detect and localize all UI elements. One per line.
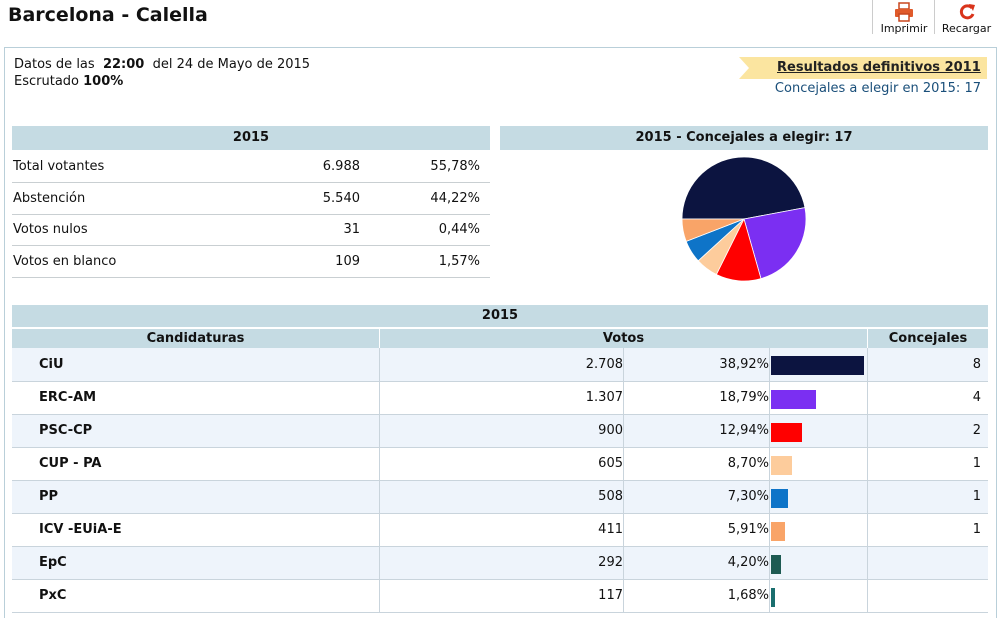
candidate-name: ICV -EUiA-E	[12, 513, 380, 546]
candidate-bar	[771, 554, 782, 574]
candidate-concejales: 4	[972, 390, 981, 405]
summary-header: 2015	[12, 126, 490, 150]
candidate-bar-cell	[769, 513, 868, 546]
candidate-concejales	[868, 579, 989, 612]
candidate-name: CUP - PA	[12, 447, 380, 480]
candidate-votes: 292	[379, 546, 624, 579]
candidate-bar-cell	[769, 579, 868, 612]
pie-slice	[681, 156, 806, 220]
candidate-bar-cell	[769, 348, 868, 381]
seats-pie-chart	[681, 156, 807, 282]
candidate-bar-cell	[769, 447, 868, 480]
candidate-pct: 38,92%	[623, 348, 770, 381]
candidate-concejales: 2	[972, 423, 981, 438]
candidate-pct: 8,70%	[623, 447, 770, 480]
candidate-votes: 411	[379, 513, 624, 546]
summary-pct: 0,44%	[438, 222, 480, 238]
col-concejales: Concejales	[888, 331, 968, 346]
col-candidaturas: Candidaturas	[12, 328, 380, 348]
candidate-row: EpC 292 4,20%	[12, 546, 988, 579]
candidate-votes: 117	[379, 579, 624, 612]
candidate-votes: 2.708	[379, 348, 624, 381]
candidate-bar	[771, 389, 816, 409]
candidate-row: PSC-CP 900 12,94% 2	[12, 414, 988, 447]
results-header: 2015	[12, 305, 988, 328]
summary-value: 109	[335, 254, 360, 270]
summary-row: Total votantes 6.988 55,78%	[12, 151, 490, 183]
candidate-pct: 7,30%	[623, 480, 770, 513]
candidate-bar-cell	[769, 414, 868, 447]
summary-row: Abstención 5.540 44,22%	[12, 183, 490, 215]
candidate-bar	[771, 488, 789, 508]
candidate-pct: 5,91%	[623, 513, 770, 546]
candidate-row: PP 508 7,30% 1	[12, 480, 988, 513]
candidate-pct: 12,94%	[623, 414, 770, 447]
candidate-row: ICV -EUiA-E 411 5,91% 1	[12, 513, 988, 546]
scrutiny-info: Datos de las 22:00 del 24 de Mayo de 201…	[14, 56, 310, 90]
summary-label: Total votantes	[13, 159, 105, 174]
summary-row: Votos en blanco 109 1,57%	[12, 246, 490, 279]
candidate-bar	[771, 587, 775, 607]
candidate-concejales	[868, 546, 989, 579]
candidate-row: ERC-AM 1.307 18,79% 4	[12, 381, 988, 414]
results-table: 2015 Candidaturas Votos Concejales CiU 2…	[12, 305, 988, 613]
summary-pct: 1,57%	[438, 254, 480, 270]
candidate-pct: 18,79%	[623, 381, 770, 414]
data-time: 22:00	[102, 57, 145, 72]
candidate-name: PP	[12, 480, 380, 513]
candidate-name: EpC	[12, 546, 380, 579]
printer-icon	[895, 2, 913, 22]
candidate-name: PxC	[12, 579, 380, 612]
candidate-bar	[771, 356, 864, 375]
summary-pct: 55,78%	[430, 159, 480, 174]
candidate-bar-cell	[769, 480, 868, 513]
summary-value: 31	[343, 222, 360, 238]
candidate-votes: 508	[379, 480, 624, 513]
candidate-bar	[771, 422, 802, 442]
candidate-row: CiU 2.708 38,92% 8	[12, 348, 988, 381]
summary-label: Abstención	[13, 190, 86, 206]
summary-label: Votos en blanco	[13, 254, 117, 270]
escrutado-value: 100%	[83, 74, 124, 89]
summary-value: 5.540	[322, 190, 360, 206]
pie-slice	[681, 218, 745, 242]
pie-slice	[743, 207, 807, 280]
concejales-a-elegir: Concejales a elegir en 2015: 17	[774, 81, 981, 96]
candidate-row: PxC 117 1,68%	[12, 579, 988, 612]
reload-label: Recargar	[941, 22, 992, 35]
escrutado-label: Escrutado	[14, 74, 79, 89]
summary-pct: 44,22%	[430, 190, 480, 206]
reload-icon	[959, 4, 975, 20]
candidate-name: ERC-AM	[12, 381, 380, 414]
summary-value: 6.988	[322, 159, 360, 174]
candidate-pct: 4,20%	[623, 546, 770, 579]
resultados-2011-label: Resultados definitivos 2011	[777, 60, 981, 75]
reload-button[interactable]: Recargar	[934, 0, 997, 35]
candidate-bar	[771, 521, 786, 541]
print-label: Imprimir	[880, 22, 928, 35]
summary-label: Votos nulos	[13, 222, 88, 238]
candidate-concejales: 1	[972, 456, 981, 471]
candidate-concejales: 1	[972, 489, 981, 504]
candidate-name: PSC-CP	[12, 414, 380, 447]
candidate-concejales: 1	[972, 522, 981, 537]
candidate-bar	[771, 455, 792, 475]
candidate-votes: 900	[379, 414, 624, 447]
resultados-2011-link[interactable]: Resultados definitivos 2011	[739, 57, 987, 79]
candidate-row: CUP - PA 605 8,70% 1	[12, 447, 988, 480]
candidate-votes: 1.307	[379, 381, 624, 414]
candidate-concejales: 8	[972, 356, 981, 372]
candidate-bar-cell	[769, 546, 868, 579]
pie-header: 2015 - Concejales a elegir: 17	[500, 126, 988, 150]
data-date: del 24 de Mayo de 2015	[152, 57, 311, 72]
candidate-name: CiU	[12, 348, 380, 381]
candidate-bar-cell	[769, 381, 868, 414]
page-title: Barcelona - Calella	[8, 4, 208, 26]
datos-prefix: Datos de las	[14, 57, 95, 72]
print-button[interactable]: Imprimir	[872, 0, 935, 35]
candidate-pct: 1,68%	[623, 579, 770, 612]
summary-row: Votos nulos 31 0,44%	[12, 214, 490, 247]
candidate-votes: 605	[379, 447, 624, 480]
col-votos: Votos	[379, 328, 868, 348]
